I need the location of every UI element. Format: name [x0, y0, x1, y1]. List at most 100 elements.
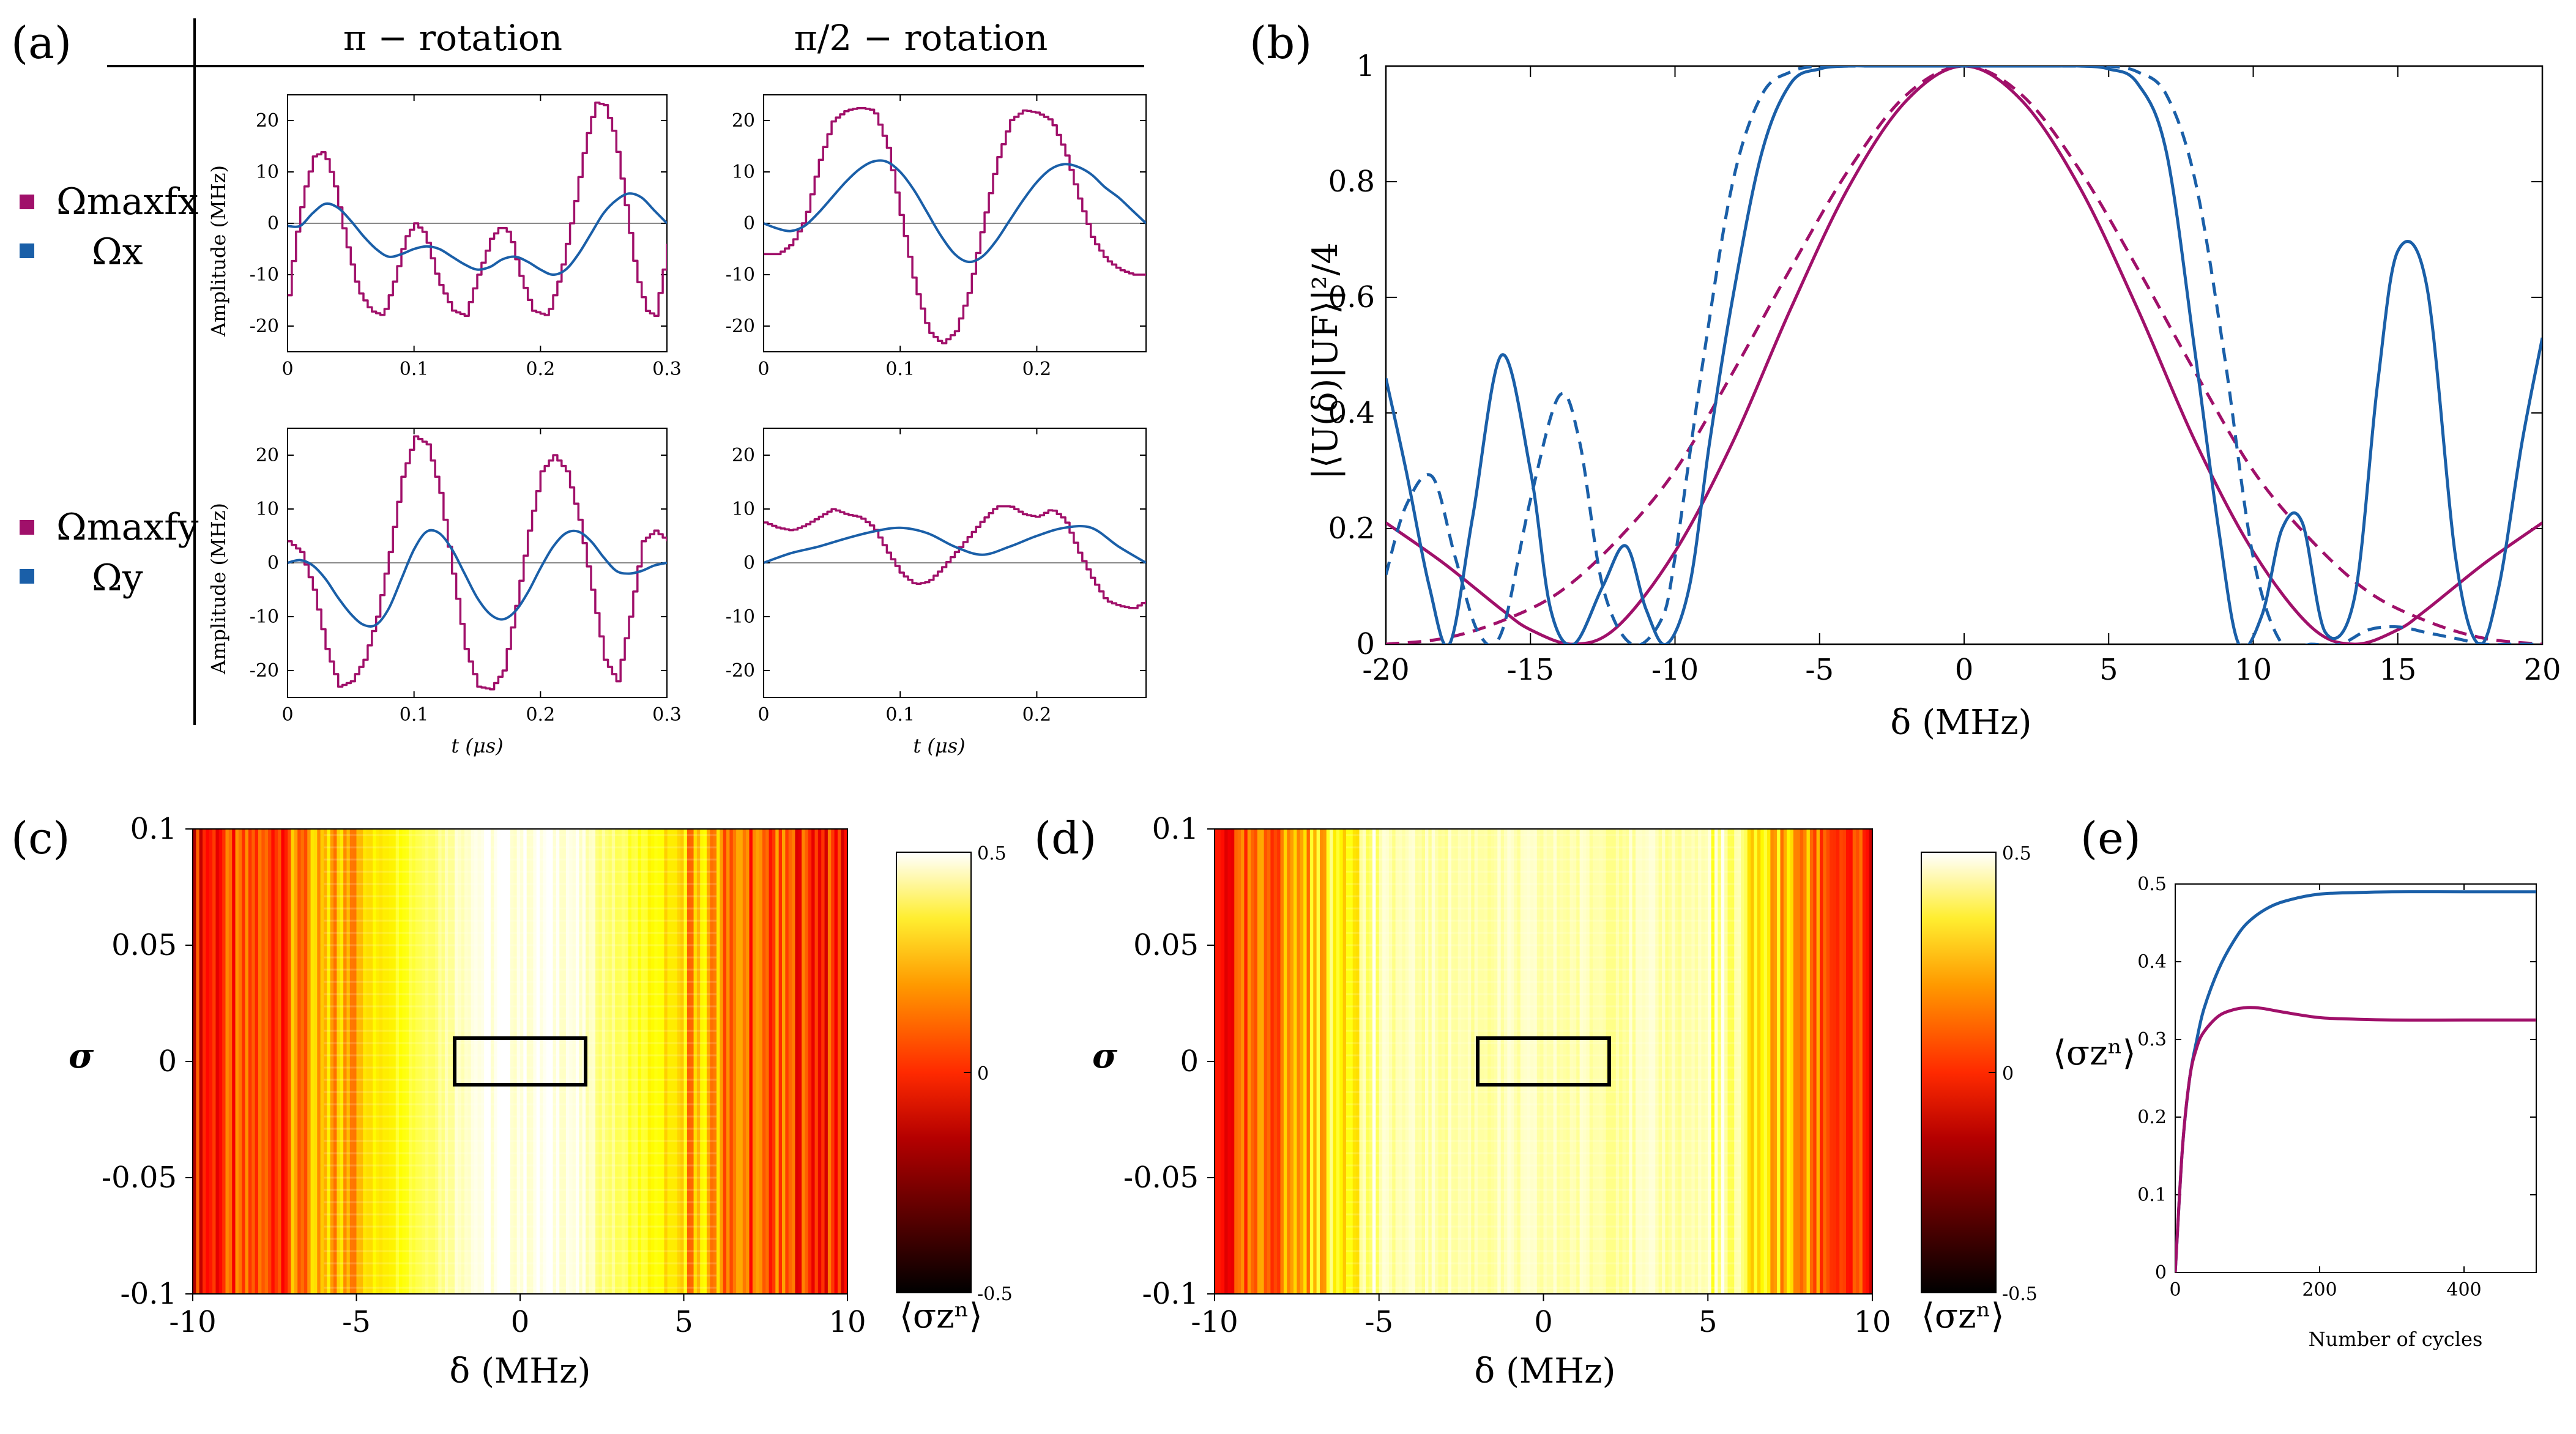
c-heat-column	[802, 829, 806, 1294]
d-heat-column	[1688, 829, 1692, 1294]
d-heat-column	[1698, 829, 1702, 1294]
b-xtick-label: -10	[1651, 653, 1699, 687]
c-heat-column	[477, 829, 482, 1294]
c-heat-column	[844, 829, 848, 1294]
c-heat-column	[225, 829, 229, 1294]
d-heat-column	[1751, 829, 1755, 1294]
d-heat-column	[1409, 829, 1413, 1294]
c-heat-column	[635, 829, 639, 1294]
c-heat-column	[788, 829, 792, 1294]
c-heat-column	[405, 829, 409, 1294]
e-xtick-label: 0	[2169, 1279, 2181, 1301]
b-xtick-label: -20	[1362, 653, 1409, 687]
a3-xtick-label: 0.3	[652, 704, 682, 726]
c-heat-column	[700, 829, 704, 1294]
c-heat-column	[775, 829, 780, 1294]
a4-xtick-label: 0	[758, 704, 769, 726]
c-heat-column	[575, 829, 579, 1294]
c-heat-column	[805, 829, 809, 1294]
d-heat-column	[1428, 829, 1432, 1294]
e-series-magenta	[2175, 1006, 2536, 1272]
c-heat-column	[402, 829, 406, 1294]
d-heat-column	[1636, 829, 1639, 1294]
d-heat-column	[1441, 829, 1445, 1294]
c-xlabel: δ (MHz)	[450, 1351, 591, 1391]
e-ytick-label: 0.4	[2137, 951, 2167, 973]
c-heat-column	[628, 829, 632, 1294]
a4-ytick-label: -20	[726, 660, 755, 682]
a4-xlabel: t (μs)	[913, 734, 965, 757]
c-heat-column	[422, 829, 426, 1294]
c-heat-column	[434, 829, 439, 1294]
d-heat-column	[1224, 829, 1229, 1294]
d-heat-column	[1372, 829, 1376, 1294]
d-heat-column	[1566, 829, 1571, 1294]
d-heat-column	[1339, 829, 1344, 1294]
d-heat-column	[1517, 829, 1521, 1294]
c-heat-column	[703, 829, 707, 1294]
c-heat-column	[657, 829, 661, 1294]
a4-ytick-label: 20	[732, 445, 755, 466]
d-heat-column	[1796, 829, 1801, 1294]
c-heat-column	[690, 829, 694, 1294]
d-heat-column	[1777, 829, 1781, 1294]
d-heat-column	[1724, 829, 1729, 1294]
c-heat-column	[569, 829, 573, 1294]
c-heat-column	[193, 829, 196, 1294]
d-heat-column	[1530, 829, 1534, 1294]
c-heat-column	[549, 829, 554, 1294]
c-heat-column	[831, 829, 835, 1294]
c-heat-column	[218, 829, 223, 1294]
d-heat-column	[1846, 829, 1850, 1294]
b-xtick-label: 10	[2235, 653, 2272, 687]
c-heat-column	[255, 829, 259, 1294]
c-heat-column	[644, 829, 649, 1294]
c-ylabel: σ	[69, 1036, 94, 1076]
d-heat-column	[1593, 829, 1597, 1294]
b-xtick-label: 20	[2523, 653, 2561, 687]
c-heat-column	[579, 829, 583, 1294]
d-heat-column	[1787, 829, 1791, 1294]
c-heat-column	[798, 829, 802, 1294]
d-heat-column	[1247, 829, 1251, 1294]
d-heat-column	[1362, 829, 1366, 1294]
c-heat-column	[504, 829, 508, 1294]
c-heat-column	[772, 829, 776, 1294]
c-heat-column	[671, 829, 675, 1294]
d-heat-column	[1349, 829, 1353, 1294]
c-heat-column	[543, 829, 547, 1294]
c-heat-column	[497, 829, 501, 1294]
c-heat-column	[756, 829, 760, 1294]
c-heat-column	[461, 829, 465, 1294]
d-heat-column	[1820, 829, 1823, 1294]
c-heat-column	[507, 829, 511, 1294]
c-heat-column	[471, 829, 475, 1294]
d-heat-column	[1448, 829, 1452, 1294]
c-heat-column	[419, 829, 423, 1294]
col-title-pi-half: π/2 − rotation	[794, 17, 1048, 59]
c-heat-column	[765, 829, 770, 1294]
c-heat-column	[346, 829, 351, 1294]
c-heat-column	[841, 829, 845, 1294]
c-heat-column	[297, 829, 302, 1294]
d-heat-column	[1267, 829, 1271, 1294]
d-heat-column	[1793, 829, 1797, 1294]
c-heat-column	[723, 829, 727, 1294]
c-heat-column	[717, 829, 720, 1294]
d-heat-column	[1589, 829, 1593, 1294]
c-heat-column	[592, 829, 596, 1294]
a2-xtick-label: 0.1	[885, 359, 915, 380]
d-heat-column	[1691, 829, 1696, 1294]
d-heat-column	[1642, 829, 1646, 1294]
d-heat-column	[1237, 829, 1241, 1294]
d-heat-column	[1744, 829, 1748, 1294]
d-heat-column	[1625, 829, 1629, 1294]
d-heat-column	[1264, 829, 1268, 1294]
c-heat-column	[625, 829, 629, 1294]
b-series-magenta-solid	[1386, 66, 2542, 644]
c-heat-column	[281, 829, 285, 1294]
c-ytick-label: 0.05	[111, 928, 177, 962]
b-ytick-label: 0.4	[1328, 396, 1375, 430]
c-heat-column	[248, 829, 252, 1294]
d-heat-column	[1754, 829, 1758, 1294]
